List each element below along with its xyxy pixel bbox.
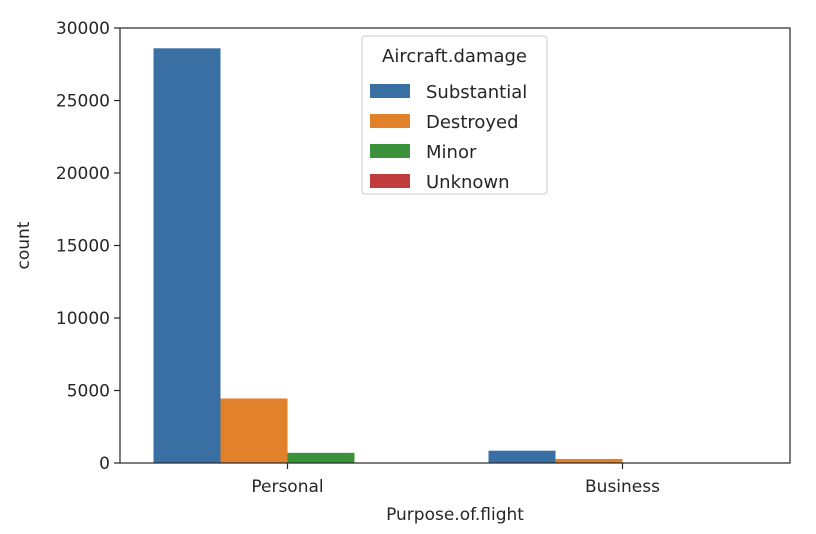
legend-swatch (370, 174, 410, 188)
x-tick-label: Business (585, 477, 660, 497)
legend-item: Minor (370, 142, 477, 163)
y-tick-label: 10000 (56, 309, 110, 329)
bar-destroyed-personal (220, 398, 288, 463)
legend-label: Destroyed (426, 112, 519, 133)
y-tick-label: 20000 (56, 164, 110, 184)
y-tick-label: 5000 (67, 382, 110, 402)
x-tick-label: Personal (251, 477, 323, 497)
legend-title: Aircraft.damage (382, 46, 527, 67)
legend-item: Substantial (370, 82, 527, 103)
bar-substantial-business (488, 450, 556, 463)
bar-substantial-personal (153, 48, 221, 464)
legend-item: Unknown (370, 172, 510, 193)
y-tick-label: 15000 (56, 237, 110, 257)
legend-item: Destroyed (370, 112, 519, 133)
y-tick-label: 30000 (56, 19, 110, 39)
y-axis-label: count (14, 221, 34, 269)
legend-label: Substantial (426, 82, 527, 103)
bars-group (153, 48, 690, 464)
x-axis: Personal Business (251, 463, 660, 497)
legend: Aircraft.damage Substantial Destroyed Mino… (361, 35, 548, 195)
y-tick-label: 25000 (56, 92, 110, 112)
legend-items: Substantial Destroyed Minor Unknown (370, 82, 527, 193)
legend-label: Minor (426, 142, 477, 163)
legend-swatch (370, 114, 410, 128)
legend-label: Unknown (426, 172, 510, 193)
y-axis: 0 5000 10000 15000 20000 25000 30000 (56, 19, 120, 474)
legend-swatch (370, 144, 410, 158)
y-tick-label: 0 (99, 454, 110, 474)
bar-minor-personal (287, 452, 355, 463)
legend-swatch (370, 84, 410, 98)
x-axis-label: Purpose.of.flight (386, 505, 524, 525)
bar-destroyed-business (555, 458, 623, 463)
